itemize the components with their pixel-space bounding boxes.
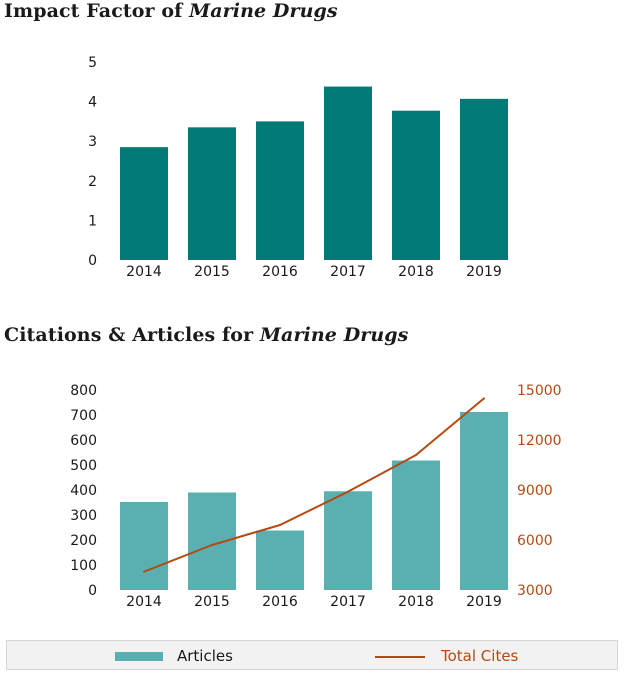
impact-factor-bar-2016 [256, 121, 304, 261]
total-cites-point-2015 [211, 544, 213, 546]
y-tick-label: 2 [88, 174, 97, 190]
x-tick-label: 2014 [126, 264, 162, 280]
impact-factor-bar-2014 [120, 147, 168, 260]
y-tick-label: 4 [88, 95, 97, 111]
total-cites-point-2014 [143, 570, 145, 573]
x-tick-label: 2018 [398, 594, 434, 610]
articles-bar-2015 [188, 492, 236, 590]
x-tick-label: 2019 [466, 264, 502, 280]
y-tick-label: 1 [88, 213, 97, 229]
citations-articles-chart-title: Citations & Articles for Marine Drugs [4, 324, 409, 346]
x-tick-label: 2015 [194, 594, 230, 610]
total-cites-point-2018 [415, 454, 417, 456]
y-left-tick-label: 100 [70, 558, 97, 574]
y-left-tick-label: 400 [70, 483, 97, 499]
articles-bar-2018 [392, 460, 440, 590]
articles-legend-swatch [115, 652, 163, 661]
x-tick-label: 2018 [398, 264, 434, 280]
total-cites-legend-label: Total Cites [441, 647, 519, 665]
x-tick-label: 2017 [330, 594, 366, 610]
x-tick-label: 2019 [466, 594, 502, 610]
total-cites-point-2017 [347, 490, 349, 493]
impact-factor-chart: 0 1 2 3 4 5 2014 2015 2016 2017 2018 2019 [88, 55, 508, 280]
y-tick-label: 5 [88, 55, 97, 71]
y-left-tick-label: 0 [88, 583, 97, 599]
articles-bar-2016 [256, 530, 304, 590]
y-right-tick-label: 15000 [517, 383, 562, 399]
y-left-tick-label: 500 [70, 458, 97, 474]
y-tick-label: 3 [88, 134, 97, 150]
y-right-tick-label: 12000 [517, 433, 562, 449]
articles-bar-2017 [324, 491, 372, 590]
y-left-tick-label: 300 [70, 508, 97, 524]
total-cites-point-2016 [279, 524, 281, 526]
x-tick-label: 2017 [330, 264, 366, 280]
x-tick-label: 2015 [194, 264, 230, 280]
y-left-tick-label: 700 [70, 408, 97, 424]
y-left-tick-label: 200 [70, 533, 97, 549]
total-cites-point-2019 [483, 397, 485, 400]
y-right-tick-label: 9000 [517, 483, 553, 499]
citations-articles-chart: 0 100 200 300 400 500 600 700 800 3000 6000 9000 120… [70, 383, 562, 610]
total-cites-legend-swatch [375, 656, 425, 658]
impact-factor-bar-2019 [460, 98, 508, 260]
chart-legend: Articles Total Cites [6, 640, 618, 670]
total-cites-line [143, 397, 485, 573]
impact-factor-chart-title: Impact Factor of Marine Drugs [4, 0, 338, 22]
x-tick-label: 2014 [126, 594, 162, 610]
articles-bar-2014 [120, 502, 168, 590]
y-right-tick-label: 6000 [517, 533, 553, 549]
y-left-tick-label: 800 [70, 383, 97, 399]
x-tick-label: 2016 [262, 594, 298, 610]
y-right-tick-label: 3000 [517, 583, 553, 599]
x-tick-label: 2016 [262, 264, 298, 280]
impact-factor-bar-2017 [324, 86, 372, 260]
impact-factor-bar-2015 [188, 127, 236, 260]
articles-bar-2019 [460, 412, 508, 590]
articles-legend-label: Articles [177, 647, 233, 665]
y-left-tick-label: 600 [70, 433, 97, 449]
impact-factor-bar-2018 [392, 110, 440, 260]
y-tick-label: 0 [88, 253, 97, 269]
